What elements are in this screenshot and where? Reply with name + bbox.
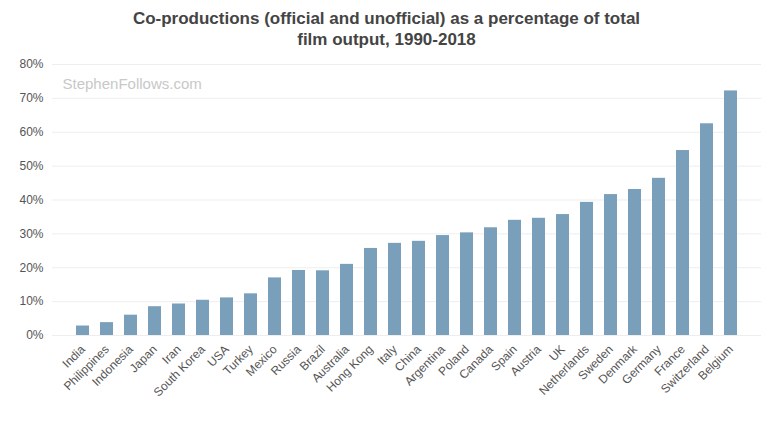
svg-text:Austria: Austria [508, 342, 545, 379]
svg-text:Germany: Germany [619, 342, 664, 388]
svg-text:Russia: Russia [268, 342, 304, 378]
svg-text:Japan: Japan [127, 342, 160, 375]
svg-text:50%: 50% [19, 159, 43, 173]
svg-text:Hong Kong: Hong Kong [323, 342, 375, 394]
svg-text:Denmark: Denmark [595, 342, 640, 387]
svg-text:80%: 80% [19, 57, 43, 71]
svg-text:60%: 60% [19, 125, 43, 139]
svg-text:Canada: Canada [456, 342, 496, 382]
svg-text:0%: 0% [26, 328, 44, 342]
svg-text:Brazil: Brazil [296, 342, 328, 374]
svg-text:Poland: Poland [435, 342, 472, 379]
svg-text:Indonesia: Indonesia [89, 342, 136, 389]
svg-text:30%: 30% [19, 227, 43, 241]
html-text:Co-productions (official and u: Co-productions (official and unofficial)… [132, 9, 641, 49]
svg-text:Argentina: Argentina [401, 342, 448, 389]
svg-text:China: China [391, 342, 424, 375]
svg-text:South Korea: South Korea [151, 342, 208, 399]
svg-text:StephenFollows.com: StephenFollows.com [63, 75, 202, 92]
svg-text:Spain: Spain [488, 342, 520, 374]
svg-text:Switzerland: Switzerland [658, 342, 712, 396]
svg-text:Sweden: Sweden [575, 342, 616, 383]
svg-text:Netherlands: Netherlands [536, 342, 592, 398]
svg-text:Turkey: Turkey [220, 342, 256, 378]
svg-text:Philippines: Philippines [60, 342, 112, 394]
svg-text:10%: 10% [19, 294, 43, 308]
svg-text:Iran: Iran [159, 342, 184, 367]
svg-text:India: India [59, 342, 88, 371]
svg-text:70%: 70% [19, 91, 43, 105]
svg-text:Belgium: Belgium [695, 342, 736, 383]
svg-text:20%: 20% [19, 261, 43, 275]
svg-text:Australia: Australia [308, 342, 352, 386]
svg-text:Mexico: Mexico [243, 342, 280, 379]
svg-text:USA: USA [204, 342, 232, 370]
svg-text:Italy: Italy [374, 342, 400, 368]
svg-text:UK: UK [546, 342, 568, 364]
svg-text:France: France [651, 342, 688, 379]
svg-text:40%: 40% [19, 193, 43, 207]
